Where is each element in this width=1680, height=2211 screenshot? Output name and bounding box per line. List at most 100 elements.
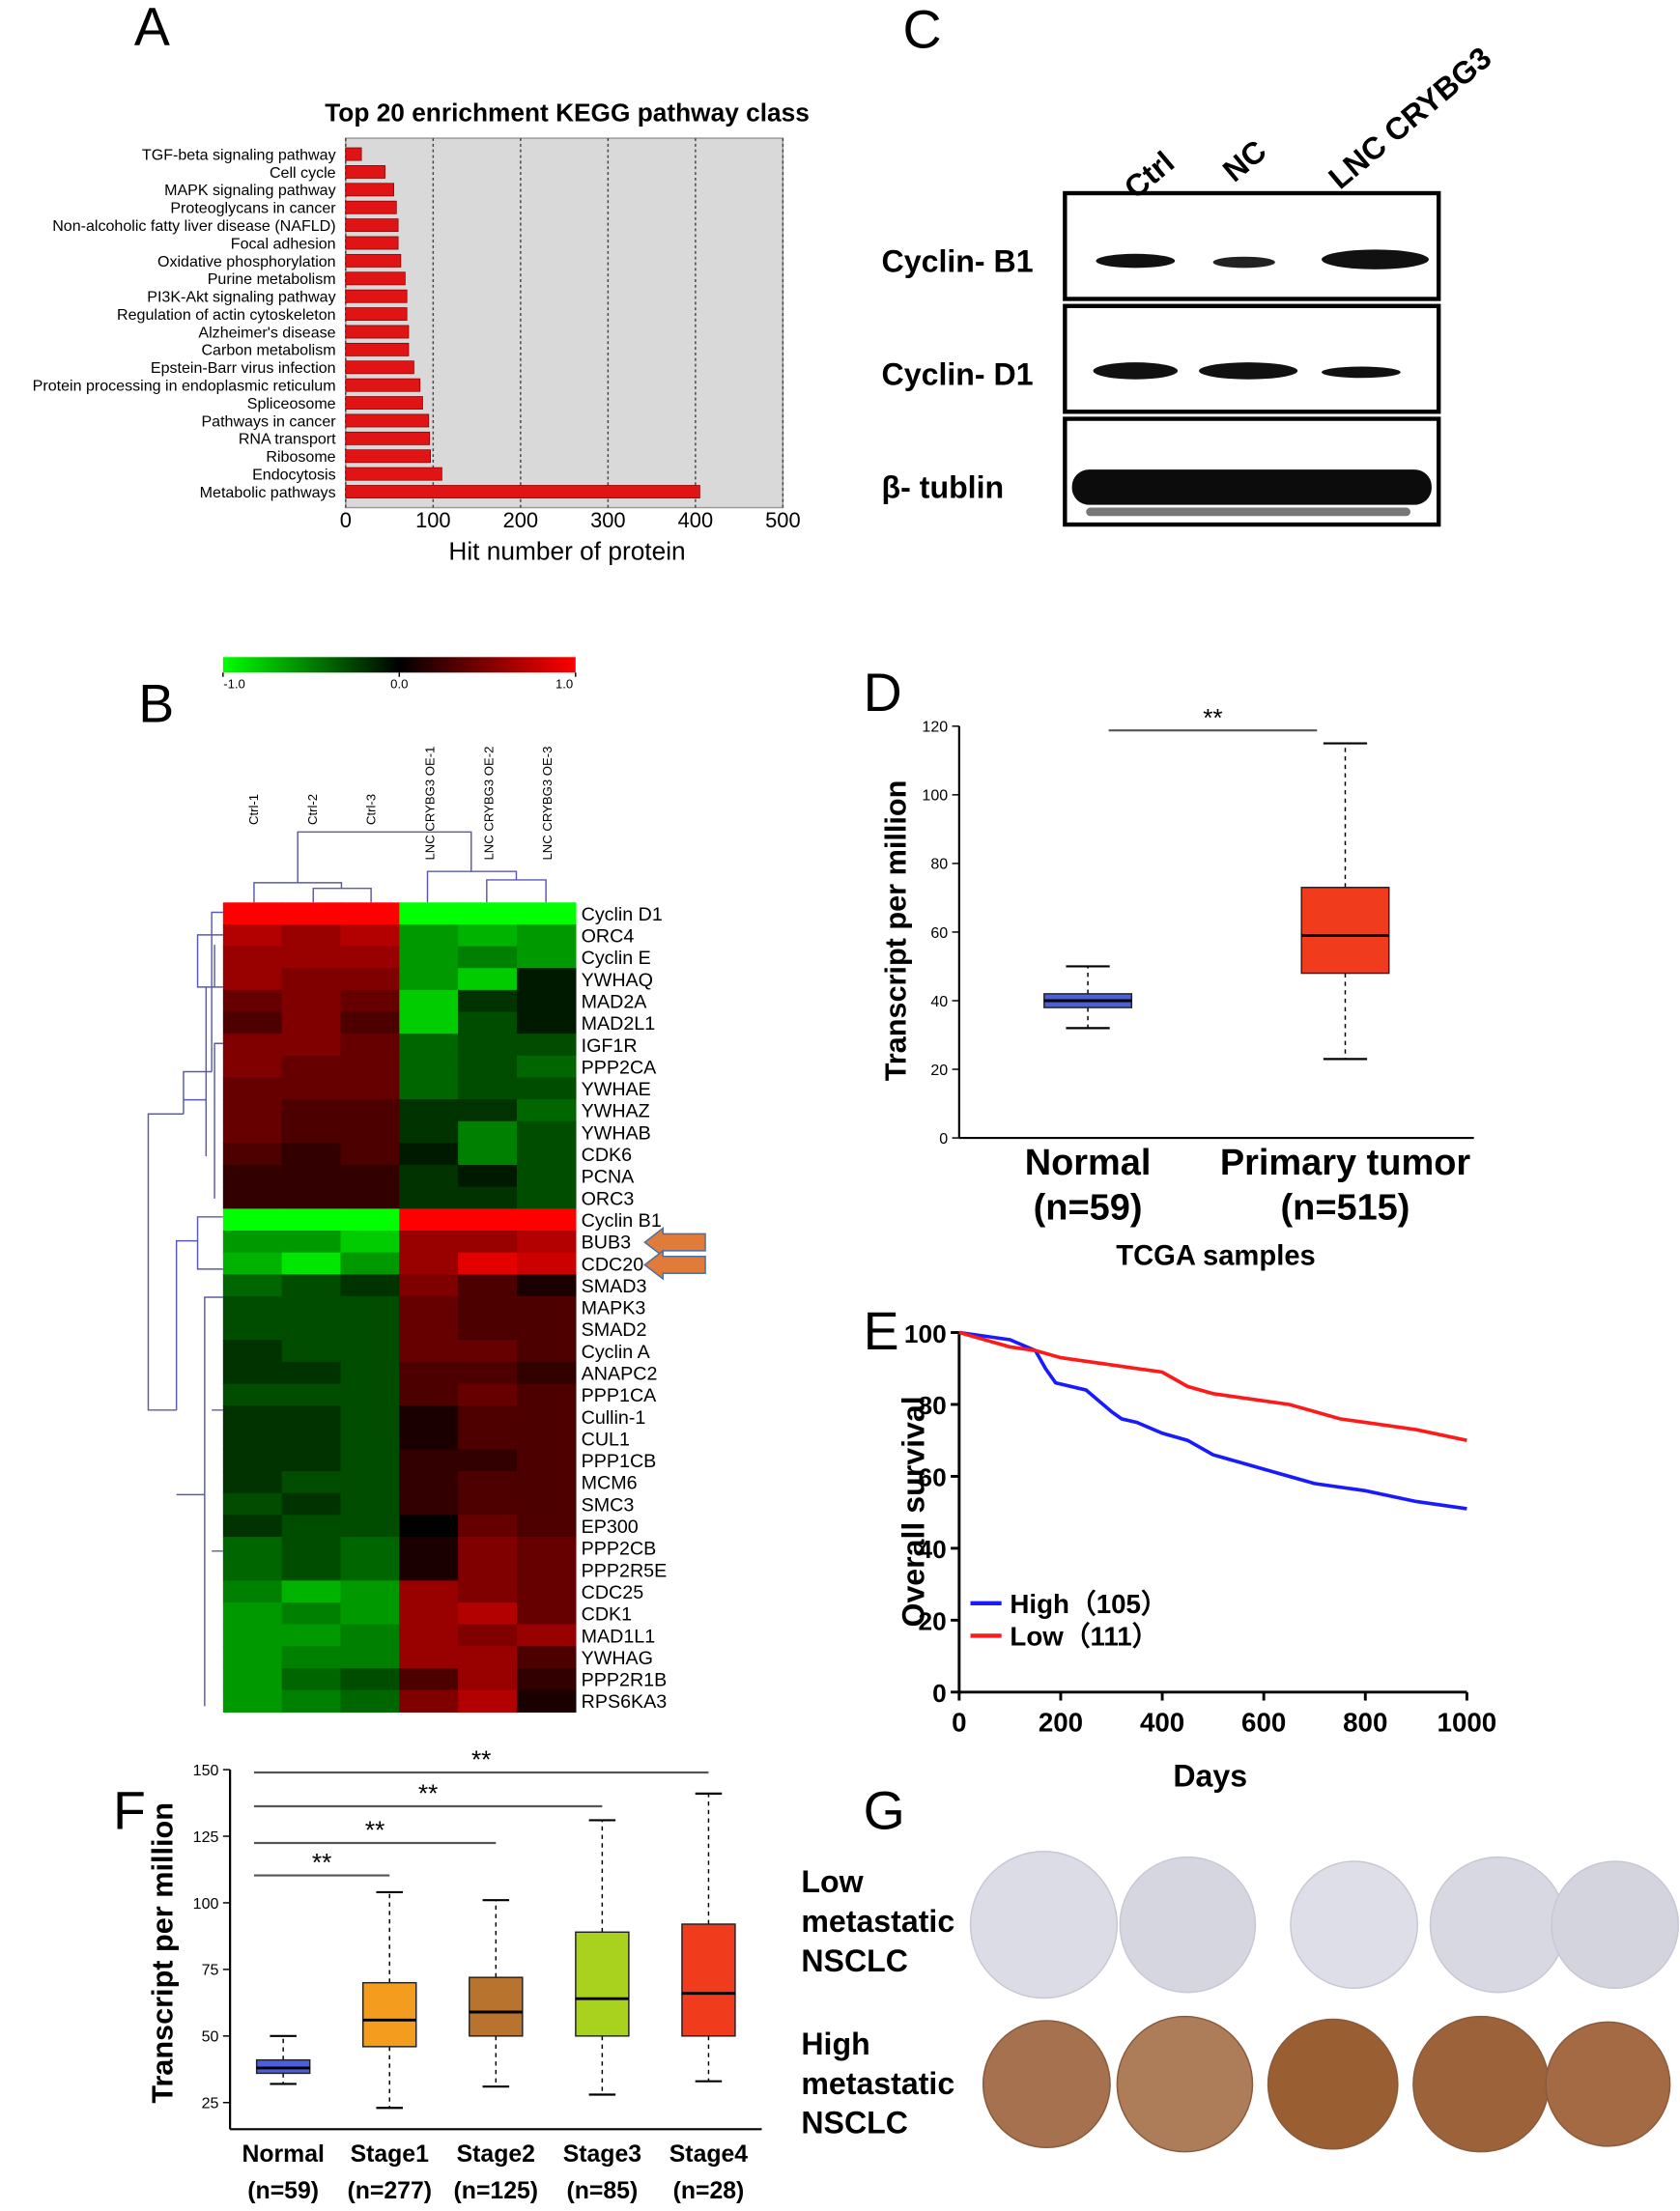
- heatmap-cell: [516, 1537, 577, 1560]
- heatmap-cell: [458, 1689, 518, 1713]
- category-label: Regulation of actin cytoskeleton: [117, 306, 336, 324]
- category-label: Non-alcoholic fatty liver disease (NAFLD…: [52, 217, 335, 235]
- heatmap-cell: [399, 1537, 459, 1560]
- column-label: Ctrl-3: [364, 794, 379, 825]
- heatmap-cell: [399, 1361, 459, 1385]
- heatmap-cell: [281, 1624, 342, 1648]
- category-label: Stage1: [351, 2141, 430, 2168]
- protein-label: Cyclin- D1: [882, 357, 1034, 392]
- category-label: Cell cycle: [270, 164, 336, 182]
- row-label: MAD1L1: [582, 1626, 656, 1647]
- heatmap-cell: [340, 1361, 401, 1385]
- heatmap-cell: [281, 1471, 342, 1494]
- heatmap-cell: [516, 1689, 577, 1713]
- bar: [345, 253, 402, 268]
- heatmap-cell: [458, 1646, 518, 1669]
- dendrogram: [147, 831, 547, 1707]
- y-tick-label: 0: [932, 1679, 947, 1708]
- heatmap-cell: [340, 1186, 401, 1210]
- bar: [345, 485, 700, 498]
- heatmap-cell: [458, 1077, 518, 1100]
- category-label: Normal: [242, 2141, 324, 2168]
- x-tick-label: 800: [1343, 1708, 1387, 1738]
- heatmap-cell: [340, 1580, 401, 1603]
- heatmap-cell: [458, 1515, 518, 1538]
- colorbar-label: 1.0: [555, 676, 573, 691]
- heatmap-cell: [281, 902, 342, 925]
- category-label: Alzheimer's disease: [198, 324, 335, 341]
- row-label: YWHAQ: [582, 970, 653, 991]
- significance-label: **: [365, 1816, 384, 1845]
- heatmap-cell: [458, 1055, 518, 1079]
- x-tick-label: 500: [765, 508, 800, 532]
- heatmap-cell: [340, 1295, 401, 1319]
- heatmap-cell: [458, 902, 518, 925]
- category-label: Metabolic pathways: [200, 484, 336, 501]
- row-label: SMC3: [582, 1494, 635, 1516]
- heatmap-cell: [458, 1427, 518, 1451]
- significance-label: **: [418, 1779, 438, 1808]
- row-label: PPP2R5E: [582, 1560, 668, 1581]
- category-label: Protein processing in endoplasmic reticu…: [33, 378, 336, 395]
- heatmap-cell: [516, 1515, 577, 1538]
- heatmap-cell: [458, 1318, 518, 1341]
- box: [681, 1923, 736, 2037]
- protein-label: β- tublin: [882, 469, 1005, 504]
- row-label: CDC20: [582, 1254, 644, 1275]
- plot-background: [345, 137, 784, 509]
- y-tick-label: 60: [930, 924, 948, 942]
- heatmap-cell: [340, 1558, 401, 1582]
- bar: [345, 431, 431, 445]
- heatmap-cell: [222, 1274, 283, 1297]
- heatmap-cell: [458, 946, 518, 969]
- heatmap-cell: [222, 923, 283, 948]
- row-label: ORC3: [582, 1188, 635, 1209]
- heatmap-cell: [222, 1602, 283, 1626]
- row-label: EP300: [582, 1517, 639, 1538]
- y-tick-label: 25: [202, 2095, 219, 2112]
- heatmap-cell: [222, 1230, 283, 1254]
- category-label: Ribosome: [266, 448, 335, 466]
- n-label: (n=59): [1034, 1188, 1143, 1229]
- row-label: PPP1CA: [582, 1385, 658, 1406]
- heatmap-cell: [458, 1361, 518, 1385]
- heatmap-cell: [222, 1624, 283, 1648]
- row-label: Cyclin B1: [582, 1210, 662, 1232]
- heatmap-cell: [281, 1580, 342, 1603]
- heatmap-cell: [222, 968, 283, 991]
- heatmap-cell: [340, 1449, 401, 1472]
- heatmap-cell: [281, 1165, 342, 1188]
- bar: [345, 289, 408, 303]
- n-label: (n=515): [1281, 1188, 1410, 1229]
- x-tick-label: 400: [1140, 1708, 1184, 1738]
- x-tick-label: 400: [678, 508, 713, 532]
- heatmap-cell: [458, 1208, 518, 1232]
- x-tick-label: 600: [1241, 1708, 1286, 1738]
- row-label: MCM6: [582, 1473, 638, 1494]
- row-label: CDK1: [582, 1604, 633, 1626]
- heatmap-cell: [399, 1667, 459, 1691]
- heatmap-cell: [222, 1099, 283, 1122]
- heatmap-cell: [516, 1471, 577, 1494]
- heatmap-cell: [458, 1580, 518, 1603]
- heatmap-cell: [399, 1449, 459, 1472]
- heatmap-cell: [222, 1186, 283, 1210]
- group-label: metastatic: [801, 2066, 954, 2101]
- group-label: NSCLC: [801, 1943, 908, 1978]
- heatmap-cell: [516, 1361, 577, 1385]
- group-label: metastatic: [801, 1904, 954, 1939]
- column-label: LNC CRYBG3 OE-1: [423, 747, 438, 861]
- heatmap-cell: [340, 1602, 401, 1626]
- row-label: PPP1CB: [582, 1451, 657, 1472]
- row-label: YWHAE: [582, 1079, 651, 1100]
- category-label: TGF-beta signaling pathway: [142, 146, 336, 163]
- legend-label: Low（111）: [1010, 1622, 1158, 1652]
- heatmap-cell: [281, 1537, 342, 1560]
- heatmap-cell: [399, 968, 459, 991]
- y-tick-label: 80: [918, 1391, 946, 1420]
- heatmap-cell: [516, 946, 577, 969]
- heatmap-cell: [281, 1602, 342, 1626]
- heatmap-cell: [399, 1165, 459, 1188]
- chart-title: Top 20 enrichment KEGG pathway class: [325, 99, 810, 128]
- heatmap-cell: [222, 1011, 283, 1035]
